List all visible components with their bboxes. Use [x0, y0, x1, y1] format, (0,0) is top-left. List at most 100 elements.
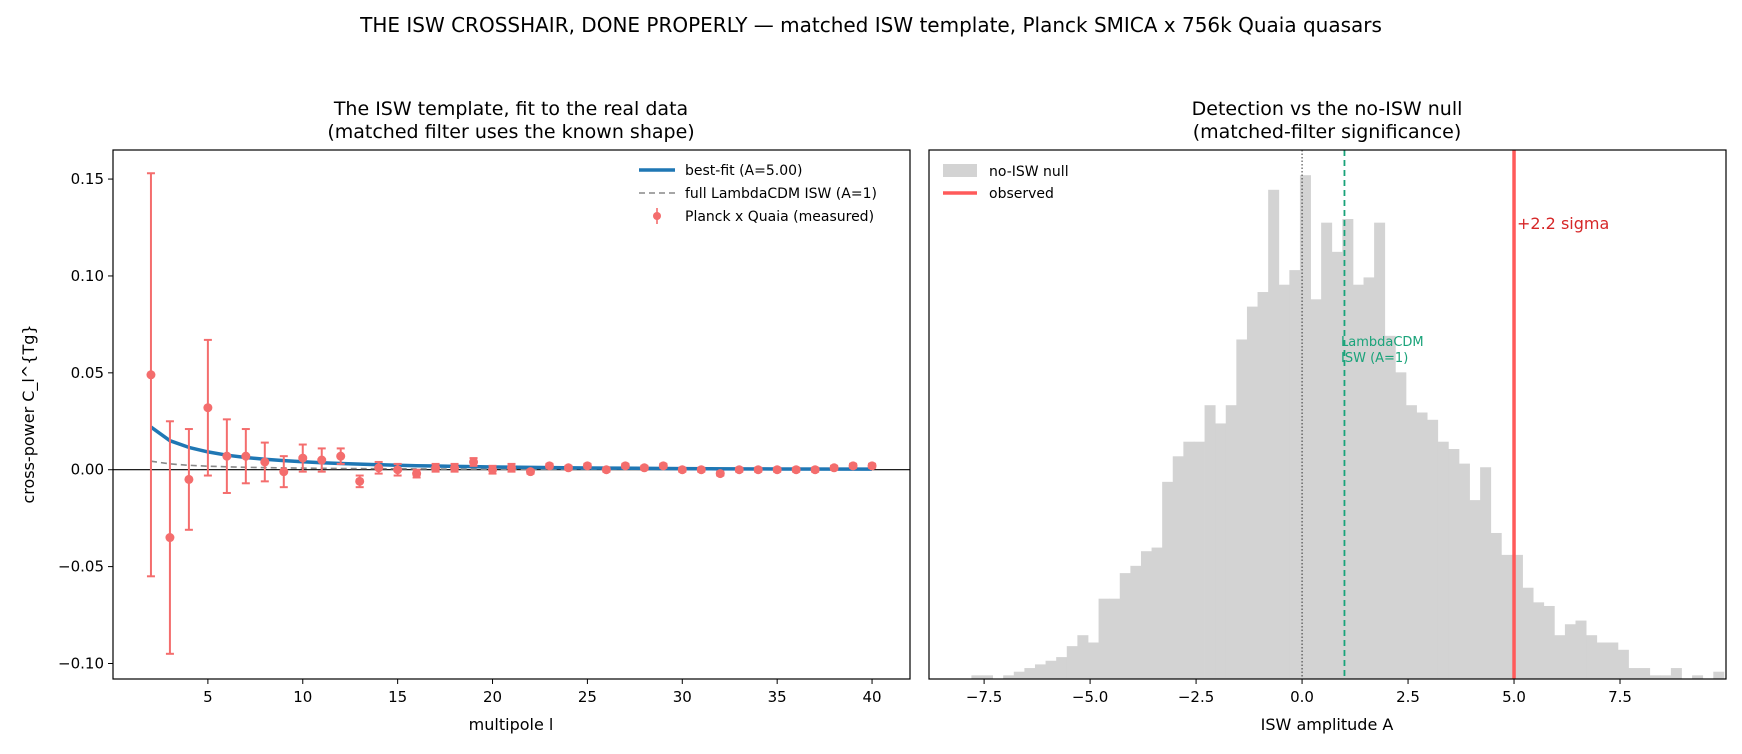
data-marker — [222, 451, 232, 461]
lcdm-isw-curve — [150, 460, 872, 471]
measured-point-l28 — [639, 463, 649, 473]
histogram-bar — [1098, 598, 1110, 679]
histogram-bar — [1469, 500, 1481, 679]
y-tick-label: −0.10 — [58, 654, 104, 672]
measured-point-l40 — [867, 461, 877, 471]
measured-point-l8 — [260, 441, 270, 483]
left-title-line2: (matched filter uses the known shape) — [327, 121, 694, 143]
measured-point-l6 — [222, 418, 232, 494]
data-marker — [696, 465, 706, 475]
measured-point-l5 — [203, 338, 213, 477]
lcdm-label-line2: ISW (A=1) — [1341, 351, 1408, 366]
data-marker — [412, 469, 422, 479]
histogram-bar — [1480, 467, 1492, 679]
y-tick-label: −0.05 — [58, 558, 104, 576]
right-legend: no-ISW null observed — [943, 164, 1069, 202]
histogram-bar — [1575, 620, 1587, 679]
histogram-bar — [1109, 598, 1121, 679]
histogram-bar — [1617, 649, 1629, 679]
histogram-bar — [1077, 635, 1089, 679]
lcdm-label-line1: LambdaCDM — [1341, 335, 1424, 350]
measured-point-l10 — [298, 443, 308, 473]
measured-point-l21 — [507, 462, 516, 473]
x-tick-label: 10 — [293, 688, 312, 706]
left-x-ticks: 5 10 15 20 25 30 35 40 — [203, 679, 882, 706]
data-marker — [677, 465, 687, 475]
measured-point-l20 — [488, 464, 498, 475]
legend-bestfit-label: best-fit (A=5.00) — [685, 163, 803, 179]
histogram-bar — [1384, 335, 1396, 679]
measured-point-l31 — [696, 465, 706, 475]
measured-point-l25 — [582, 461, 592, 471]
histogram-bar — [1225, 405, 1237, 679]
x-tick-label: 5.0 — [1502, 688, 1526, 706]
histogram-bar — [1437, 441, 1449, 679]
histogram-bar — [1172, 456, 1184, 679]
histogram-bar — [1374, 222, 1386, 679]
right-panel: Detection vs the no-ISW null (matched-fi… — [928, 98, 1727, 734]
data-marker — [772, 465, 782, 475]
histogram-bar — [1331, 251, 1343, 679]
x-tick-label: 25 — [578, 688, 597, 706]
histogram-bar — [1140, 551, 1152, 679]
data-marker — [374, 463, 384, 473]
histogram-bar — [1215, 423, 1227, 679]
histogram-bar — [1522, 587, 1534, 679]
histogram-bar — [1045, 660, 1057, 679]
right-x-ticks: −7.5 −5.0 −2.5 0.0 2.5 5.0 7.5 — [966, 679, 1632, 706]
data-marker — [848, 461, 858, 471]
right-x-axis-label: ISW amplitude A — [1261, 715, 1394, 734]
data-marker — [658, 461, 668, 471]
histogram-bar — [1024, 668, 1036, 679]
measured-point-l11 — [317, 447, 327, 473]
measured-point-l23 — [544, 461, 554, 471]
measured-point-l32 — [715, 469, 725, 479]
data-marker — [620, 461, 630, 471]
data-marker — [393, 465, 403, 475]
histogram-bar — [1628, 668, 1640, 679]
legend-lcdm-label: full LambdaCDM ISW (A=1) — [685, 186, 877, 202]
y-tick-label: 0.10 — [71, 267, 104, 285]
x-tick-label: 7.5 — [1608, 688, 1632, 706]
data-marker — [829, 463, 839, 473]
histogram-bar — [1427, 419, 1439, 679]
measured-point-l27 — [620, 461, 630, 471]
histogram-bar — [1289, 270, 1301, 679]
data-marker — [791, 465, 801, 475]
data-marker — [184, 474, 194, 484]
x-tick-label: 15 — [388, 688, 407, 706]
histogram-bar — [1193, 441, 1205, 679]
data-marker — [488, 465, 498, 475]
measured-point-l38 — [829, 463, 839, 473]
histogram-bar — [1501, 554, 1513, 679]
x-tick-label: −7.5 — [966, 688, 1002, 706]
histogram-bar — [1511, 554, 1523, 679]
histogram-bar — [971, 675, 983, 679]
measured-point-l24 — [563, 463, 573, 473]
histogram-bar — [1533, 602, 1545, 679]
histogram-bar — [1405, 405, 1417, 679]
measured-point-l37 — [810, 465, 820, 475]
bestfit-curve — [149, 425, 873, 471]
histogram-bar — [1278, 284, 1290, 679]
histogram-bar — [1416, 412, 1428, 679]
measured-point-l2 — [146, 172, 156, 578]
data-marker — [450, 463, 460, 473]
data-marker — [544, 461, 554, 471]
histogram-bar — [1692, 675, 1704, 679]
histogram-bar — [1660, 675, 1672, 679]
histogram-bar — [1204, 405, 1216, 679]
data-marker — [146, 370, 156, 380]
histogram-bar — [981, 675, 993, 679]
measured-point-l3 — [165, 420, 175, 655]
histogram-bar — [1151, 547, 1163, 679]
x-tick-label: 5 — [203, 688, 213, 706]
histogram-bar — [1670, 668, 1682, 679]
histogram-bar — [1458, 463, 1470, 679]
legend-measured-marker — [653, 212, 661, 220]
measured-point-l29 — [658, 461, 668, 471]
histogram-bar — [1395, 372, 1407, 679]
histogram-bar — [1034, 664, 1046, 679]
histogram-bar — [1639, 668, 1651, 679]
data-marker — [279, 467, 289, 477]
